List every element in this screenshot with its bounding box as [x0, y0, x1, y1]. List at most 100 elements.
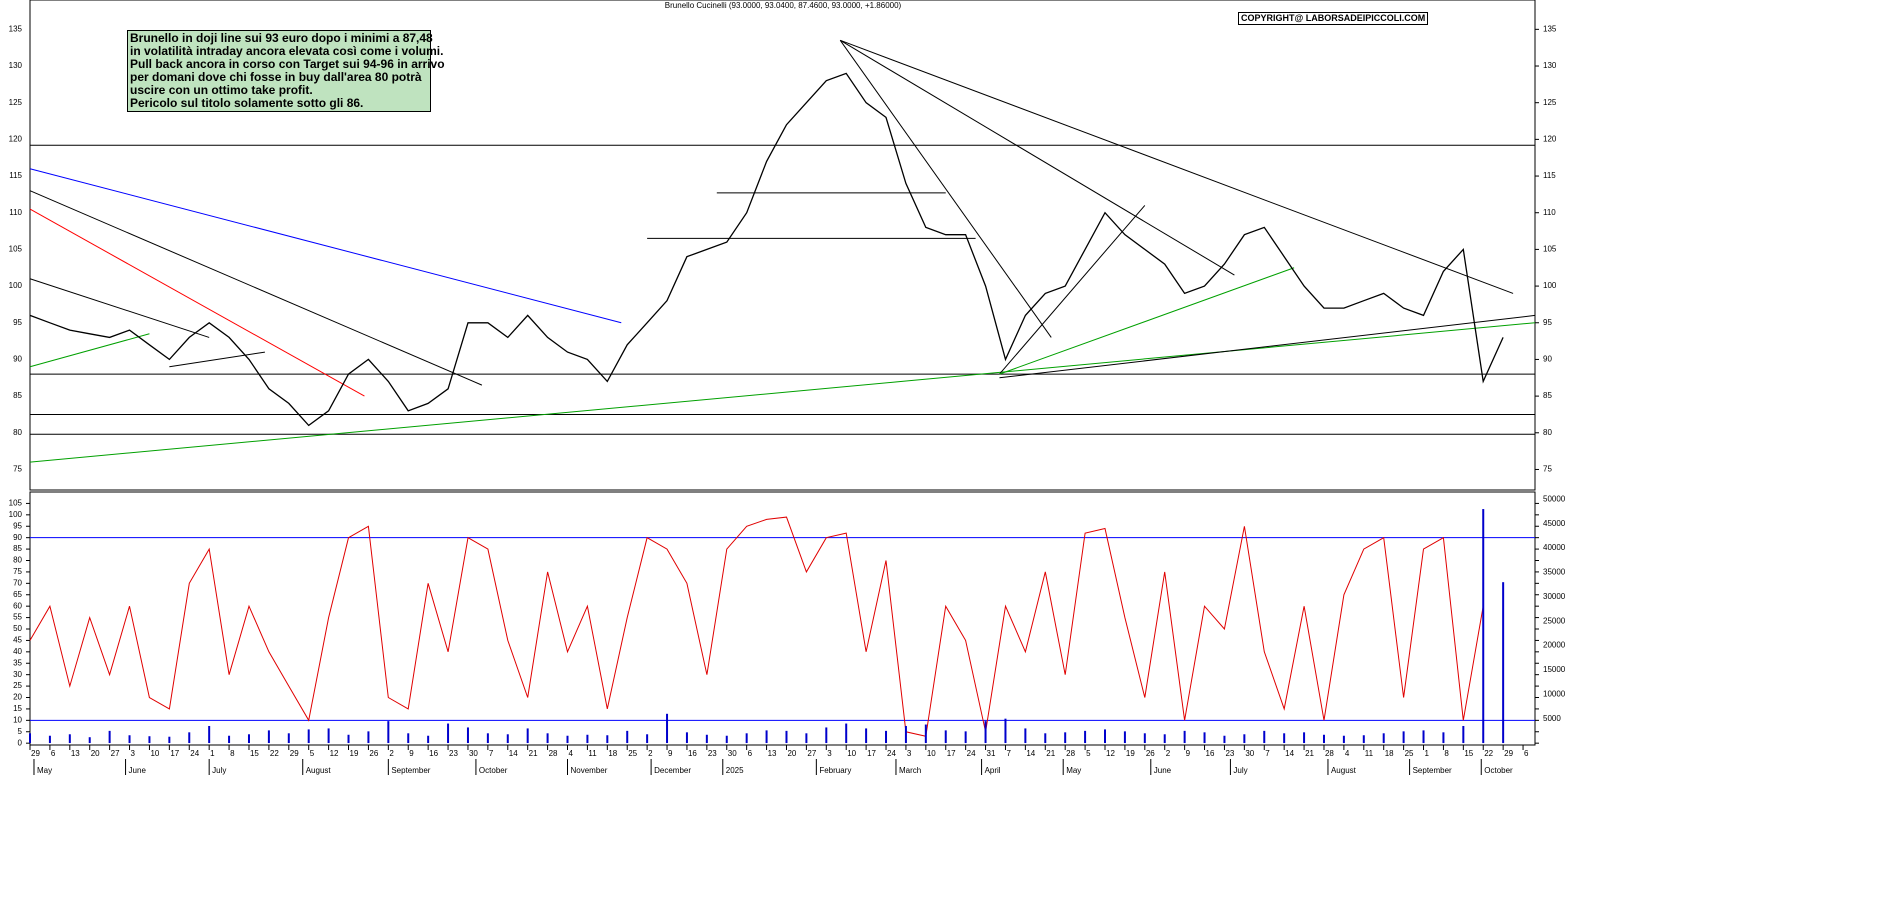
trend-line — [29, 208, 365, 397]
y-tick-label: 75 — [13, 465, 22, 474]
volume-bar — [1004, 718, 1007, 744]
volume-bar — [1243, 734, 1246, 744]
volume-bar — [1482, 509, 1485, 744]
x-tick-label: 21 — [1046, 749, 1055, 758]
volume-bar — [486, 733, 489, 744]
volume-bar — [387, 721, 390, 744]
volume-bar — [924, 724, 927, 744]
volume-bar — [367, 731, 370, 744]
volume-bar — [705, 734, 708, 744]
volume-bar — [1402, 731, 1405, 744]
volume-bar — [685, 732, 688, 744]
month-label: September — [1413, 766, 1452, 775]
y-tick-label: 75 — [1543, 465, 1552, 474]
volume-bar — [1123, 731, 1126, 744]
volume-bar — [566, 735, 569, 744]
volume-bar — [765, 730, 768, 744]
y-tick-label: 90 — [13, 533, 22, 542]
y-tick-label: 75 — [13, 567, 22, 576]
x-tick-label: 22 — [270, 749, 279, 758]
y-tick-label: 95 — [13, 318, 22, 327]
volume-bar — [1283, 733, 1286, 744]
x-tick-label: 13 — [71, 749, 80, 758]
trend-line — [839, 39, 1235, 276]
x-tick-label: 25 — [628, 749, 637, 758]
y-tick-label: 125 — [9, 98, 23, 107]
volume-bar — [148, 736, 151, 744]
y-tick-label: 10 — [13, 715, 22, 724]
volume-bar — [128, 735, 131, 744]
y-tick-label: 60 — [13, 601, 22, 610]
y2-tick-label: 15000 — [1543, 665, 1566, 674]
y2-tick-label: 30000 — [1543, 592, 1566, 601]
x-tick-label: 31 — [987, 749, 996, 758]
x-tick-label: 4 — [569, 749, 574, 758]
month-label: June — [129, 766, 147, 775]
x-tick-label: 27 — [111, 749, 120, 758]
x-tick-label: 23 — [449, 749, 458, 758]
volume-bar — [904, 725, 907, 744]
y-tick-label: 110 — [1543, 208, 1556, 217]
month-label: September — [391, 766, 430, 775]
y-tick-label: 70 — [13, 578, 22, 587]
volume-bar — [1502, 582, 1505, 744]
y2-tick-label: 35000 — [1543, 568, 1566, 577]
x-tick-label: 23 — [708, 749, 717, 758]
y-tick-label: 90 — [13, 355, 22, 364]
y-tick-label: 135 — [9, 24, 23, 33]
month-label: December — [654, 766, 691, 775]
x-tick-label: 7 — [1265, 749, 1270, 758]
trend-line — [999, 267, 1295, 375]
volume-bar — [606, 735, 609, 744]
volume-bar — [1223, 735, 1226, 744]
volume-bar — [626, 730, 629, 744]
annotation-line: per domani dove chi fosse in buy dall'ar… — [130, 70, 422, 84]
y-tick-label: 0 — [18, 738, 23, 747]
x-tick-label: 19 — [1126, 749, 1135, 758]
x-tick-label: 14 — [1026, 749, 1035, 758]
y-tick-label: 125 — [1543, 98, 1557, 107]
x-tick-label: 16 — [1206, 749, 1215, 758]
x-tick-label: 14 — [509, 749, 518, 758]
trend-line — [29, 322, 1536, 463]
x-tick-label: 11 — [1365, 749, 1374, 758]
y2-tick-label: 10000 — [1543, 689, 1566, 698]
x-tick-label: 3 — [131, 749, 136, 758]
x-tick-label: 30 — [1245, 749, 1254, 758]
x-tick-label: 9 — [668, 749, 673, 758]
trend-line — [29, 333, 150, 368]
volume-bar — [546, 733, 549, 744]
month-label: May — [1066, 766, 1081, 775]
volume-bar — [48, 735, 51, 744]
y-tick-label: 20 — [13, 693, 22, 702]
volume-bar — [188, 732, 191, 744]
y2-tick-label: 50000 — [1543, 494, 1566, 503]
volume-bar — [825, 727, 828, 744]
y-tick-label: 45 — [13, 636, 22, 645]
x-tick-label: 10 — [150, 749, 159, 758]
month-label: August — [306, 766, 332, 775]
volume-bar — [1303, 732, 1306, 744]
volume-bar — [666, 713, 669, 744]
volume-bar — [347, 734, 350, 744]
trend-line — [29, 278, 210, 338]
y-tick-label: 80 — [13, 428, 22, 437]
x-tick-label: 29 — [1504, 749, 1513, 758]
x-tick-label: 25 — [1405, 749, 1414, 758]
volume-bar — [1143, 733, 1146, 744]
volume-bar — [267, 730, 270, 744]
oscillator-line — [29, 516, 1484, 737]
x-tick-label: 7 — [1006, 749, 1011, 758]
x-tick-label: 24 — [967, 749, 976, 758]
x-tick-label: 27 — [807, 749, 816, 758]
trend-line — [29, 168, 622, 324]
y-tick-label: 35 — [13, 658, 22, 667]
volume-bar — [944, 730, 947, 744]
volume-bar — [1024, 728, 1027, 744]
month-label: May — [37, 766, 52, 775]
x-tick-label: 26 — [1146, 749, 1155, 758]
volume-bar — [1104, 729, 1106, 744]
volume-bar — [1163, 734, 1166, 744]
y-tick-label: 90 — [1543, 355, 1552, 364]
y-tick-label: 30 — [13, 670, 22, 679]
